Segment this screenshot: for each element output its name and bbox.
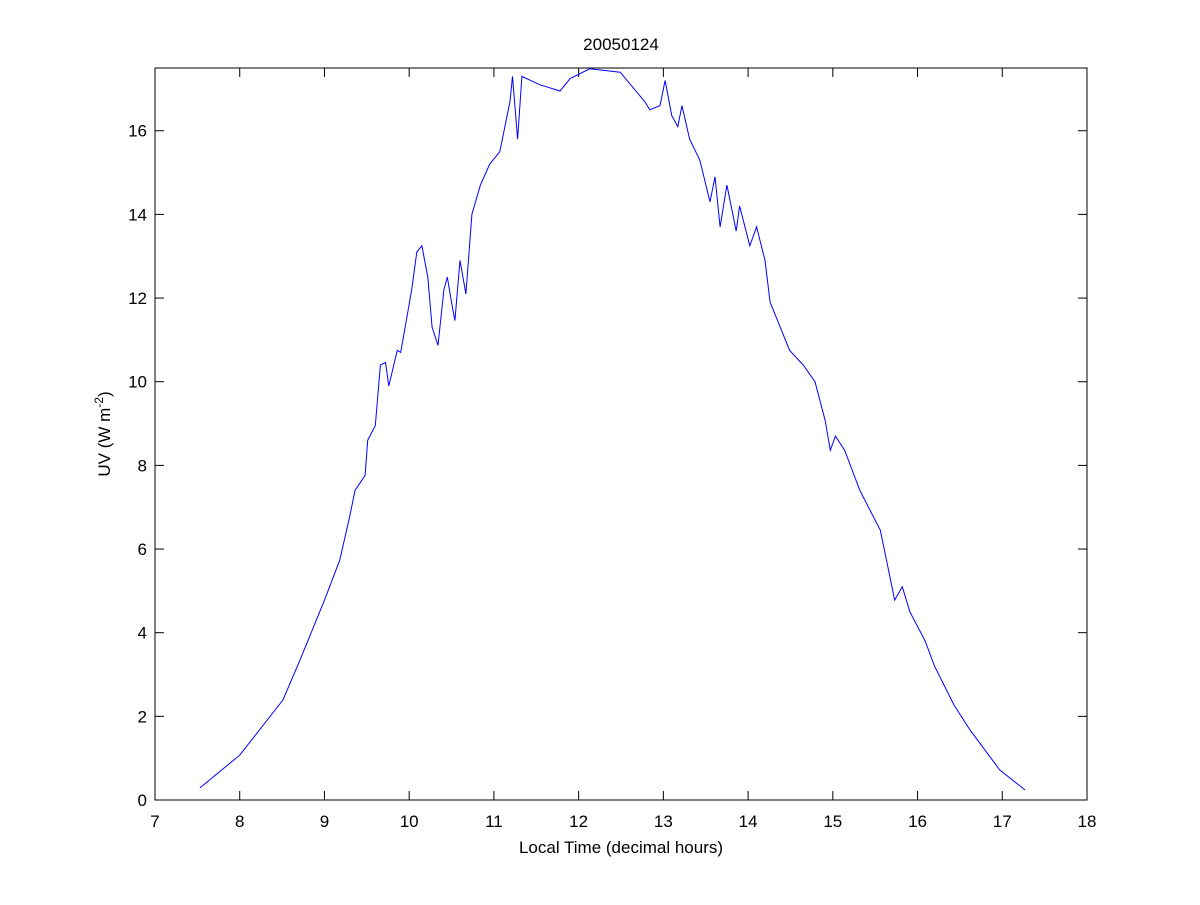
x-tick-label: 11 <box>485 812 503 831</box>
x-tick-label: 12 <box>569 812 588 831</box>
x-tick-label: 16 <box>908 812 927 831</box>
y-axis-label: UV (W m-2) <box>92 391 114 476</box>
y-tick-label: 8 <box>138 456 147 475</box>
uv-series-line <box>199 68 1026 791</box>
x-tick-label: 14 <box>739 812 758 831</box>
x-tick-label: 8 <box>235 812 244 831</box>
y-tick-label: 4 <box>138 624 147 643</box>
y-tick-label: 10 <box>128 373 147 392</box>
y-tick-label: 0 <box>138 791 147 810</box>
y-tick-label: 16 <box>128 122 147 141</box>
x-tick-label: 18 <box>1078 812 1097 831</box>
y-tick-label: 6 <box>138 540 147 559</box>
x-tick-label: 10 <box>400 812 419 831</box>
chart-title: 20050124 <box>583 35 659 54</box>
x-tick-label: 13 <box>654 812 673 831</box>
y-axis-label-main: UV (W m <box>95 408 114 477</box>
y-axis-label-close: ) <box>95 391 114 397</box>
x-axis-label: Local Time (decimal hours) <box>519 838 723 857</box>
y-tick-label: 14 <box>128 205 147 224</box>
x-tick-label: 7 <box>150 812 159 831</box>
y-tick-label: 2 <box>138 707 147 726</box>
y-axis-label-superscript: -2 <box>92 397 106 408</box>
plot-area <box>154 67 1088 801</box>
x-tick-label: 9 <box>320 812 329 831</box>
x-tick-label: 17 <box>993 812 1012 831</box>
y-tick-label: 12 <box>128 289 147 308</box>
x-tick-label: 15 <box>823 812 842 831</box>
